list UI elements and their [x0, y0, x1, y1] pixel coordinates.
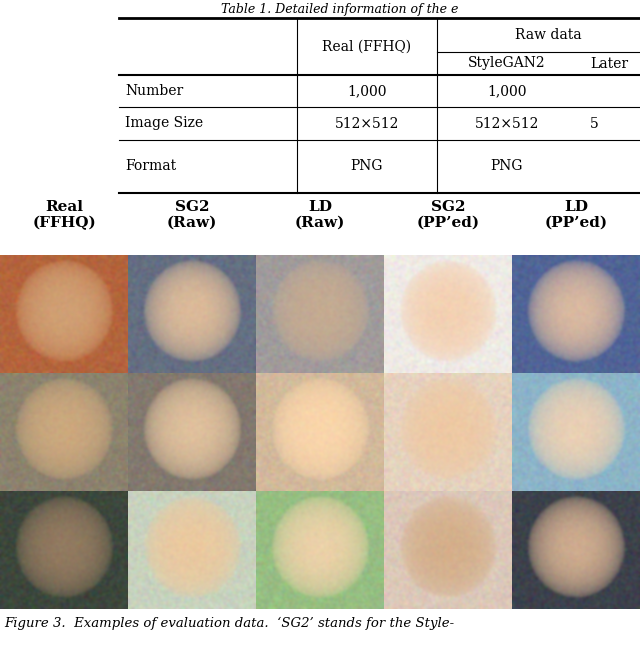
Text: 1,000: 1,000 [348, 84, 387, 98]
Text: LD
(Raw): LD (Raw) [295, 200, 345, 230]
Text: StyleGAN2: StyleGAN2 [468, 57, 546, 70]
Text: 5: 5 [590, 117, 599, 130]
Text: Table 1. Detailed information of the e: Table 1. Detailed information of the e [221, 3, 459, 16]
Text: Format: Format [125, 159, 176, 174]
Text: PNG: PNG [491, 159, 524, 174]
Text: Number: Number [125, 84, 183, 98]
Text: Figure 3.  Examples of evaluation data.  ‘SG2’ stands for the Style-: Figure 3. Examples of evaluation data. ‘… [4, 616, 454, 630]
Text: Image Size: Image Size [125, 117, 203, 130]
Text: Real
(FFHQ): Real (FFHQ) [32, 200, 96, 230]
Text: 512×512: 512×512 [335, 117, 399, 130]
Text: SG2
(Raw): SG2 (Raw) [167, 200, 217, 230]
Text: Raw data: Raw data [515, 28, 582, 42]
Text: Later: Later [590, 57, 628, 70]
Text: PNG: PNG [351, 159, 383, 174]
Text: SG2
(PP’ed): SG2 (PP’ed) [417, 200, 479, 230]
Text: 512×512: 512×512 [475, 117, 539, 130]
Text: LD
(PP’ed): LD (PP’ed) [545, 200, 607, 230]
Text: 1,000: 1,000 [487, 84, 527, 98]
Text: Real (FFHQ): Real (FFHQ) [323, 40, 412, 53]
